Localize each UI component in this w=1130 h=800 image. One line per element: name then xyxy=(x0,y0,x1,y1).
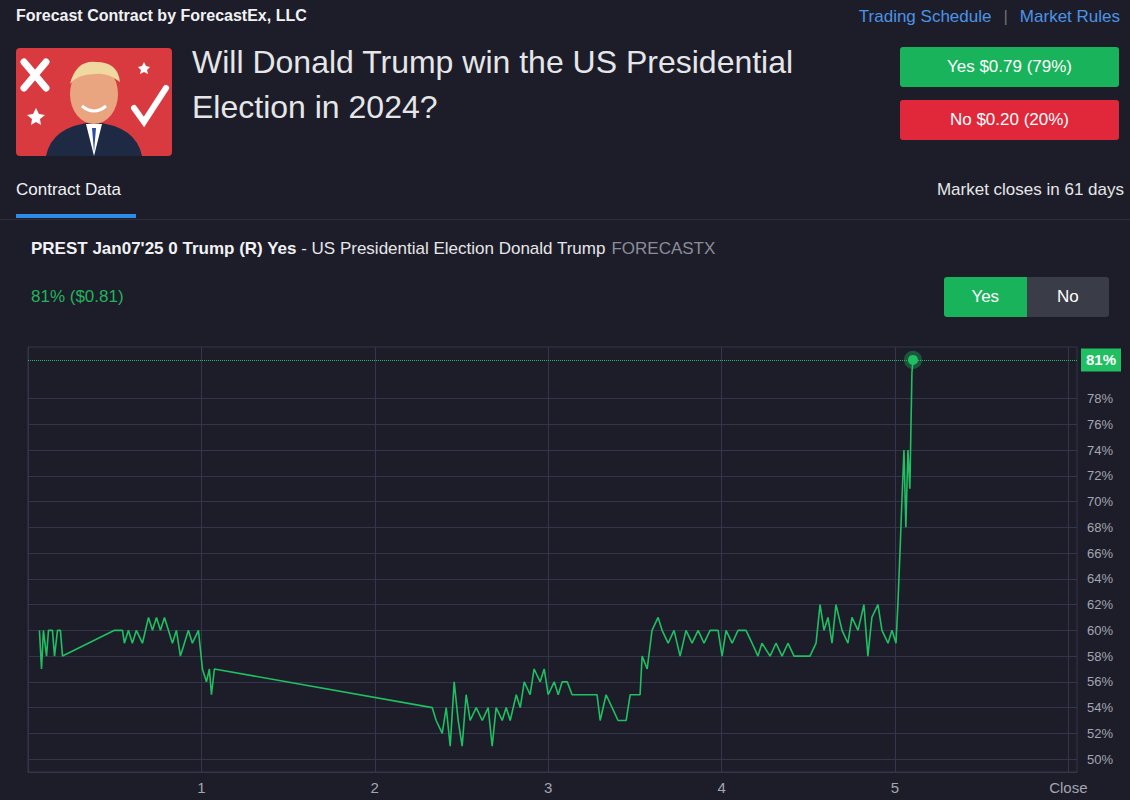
svg-text:2: 2 xyxy=(371,779,379,796)
svg-text:68%: 68% xyxy=(1087,520,1113,535)
html-text:No: No xyxy=(1056,287,1079,306)
html-text:Contract Data: Contract Data xyxy=(16,180,121,199)
svg-text:78%: 78% xyxy=(1087,391,1113,406)
svg-text:66%: 66% xyxy=(1087,546,1113,561)
svg-text:54%: 54% xyxy=(1087,700,1113,715)
svg-text:74%: 74% xyxy=(1087,443,1113,458)
svg-text:50%: 50% xyxy=(1087,752,1113,767)
svg-text:70%: 70% xyxy=(1087,494,1113,509)
svg-text:4: 4 xyxy=(717,779,725,796)
svg-text:62%: 62% xyxy=(1087,597,1113,612)
svg-text:60%: 60% xyxy=(1087,623,1113,638)
html-text:No $0.20 (20%): No $0.20 (20%) xyxy=(950,110,1069,129)
svg-text:72%: 72% xyxy=(1087,468,1113,483)
svg-text:64%: 64% xyxy=(1087,571,1113,586)
html-text:Yes $0.79 (79%): Yes $0.79 (79%) xyxy=(947,57,1072,76)
svg-text:Close: Close xyxy=(1049,779,1087,796)
svg-text:5: 5 xyxy=(891,779,899,796)
svg-text:58%: 58% xyxy=(1087,649,1113,664)
html-text:PREST Jan07'25 0 Trump (R) Yes: PREST Jan07'25 0 Trump (R) Yes - US Pres… xyxy=(31,239,716,258)
html-text:Forecast Contract by ForecastE: Forecast Contract by ForecastEx, LLC xyxy=(16,7,307,24)
svg-text:52%: 52% xyxy=(1087,726,1113,741)
html-text:Trading Schedule: Trading Schedule xyxy=(858,7,992,26)
html-text:Market Rules: Market Rules xyxy=(1019,7,1120,26)
html-text:Market closes in 61 days: Market closes in 61 days xyxy=(936,180,1124,199)
html-text:Will Donald Trump win the US P: Will Donald Trump win the US Presidentia… xyxy=(192,44,794,125)
html-text:81% ($0.81): 81% ($0.81) xyxy=(31,287,124,306)
svg-text:76%: 76% xyxy=(1087,417,1113,432)
svg-text:3: 3 xyxy=(544,779,552,796)
svg-text:56%: 56% xyxy=(1087,674,1113,689)
html-text:Yes: Yes xyxy=(971,287,1000,306)
svg-text:81%: 81% xyxy=(1086,351,1116,368)
svg-text:1: 1 xyxy=(197,779,205,796)
